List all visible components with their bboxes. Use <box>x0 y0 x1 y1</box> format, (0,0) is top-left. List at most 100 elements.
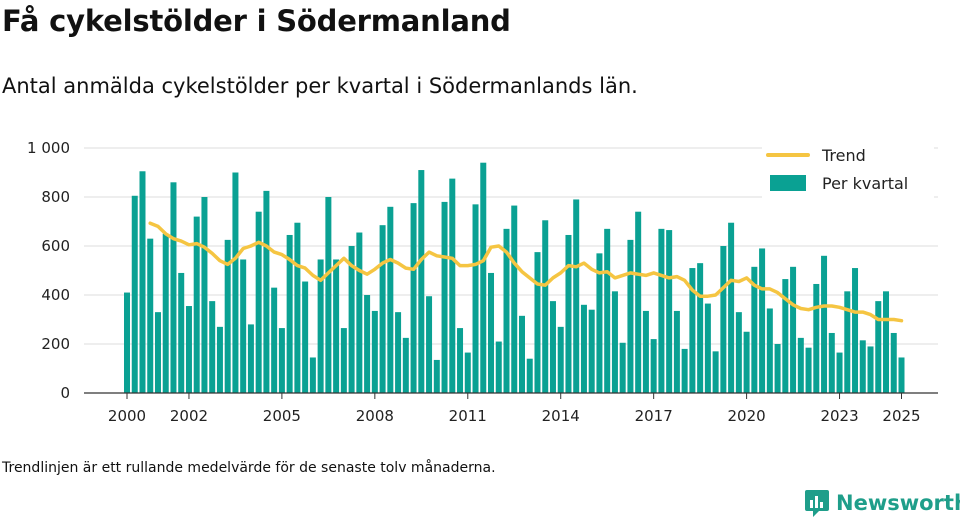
x-tick-label: 2014 <box>542 407 580 425</box>
bar <box>673 310 680 393</box>
bar <box>441 201 448 393</box>
bar <box>449 178 456 393</box>
bar <box>565 234 572 393</box>
bar <box>294 222 301 393</box>
bar <box>472 204 479 393</box>
bar-chart: 0 200 400 600 800 1 000 2000 2002 2005 2008 2011 20… <box>27 139 938 425</box>
y-tick-label: 600 <box>41 237 70 255</box>
bar <box>232 172 239 393</box>
bar <box>774 344 781 393</box>
bar <box>797 337 804 393</box>
bar <box>518 315 525 393</box>
bar <box>240 259 247 393</box>
y-tick-label: 0 <box>60 384 70 402</box>
bar <box>247 324 254 393</box>
bar <box>782 279 789 393</box>
bar <box>704 303 711 393</box>
bar <box>526 358 533 393</box>
bar <box>286 234 293 393</box>
bar <box>348 246 355 393</box>
chart-subtitle: Antal anmälda cykelstölder per kvartal i… <box>2 74 638 98</box>
bar <box>209 301 216 393</box>
footnote: Trendlinjen är ett rullande medelvärde f… <box>2 460 496 476</box>
bar <box>712 351 719 393</box>
bar <box>124 292 130 393</box>
bar <box>542 220 549 393</box>
bar <box>728 222 735 393</box>
bar <box>325 197 332 393</box>
bar <box>751 266 758 393</box>
bar <box>759 248 766 393</box>
bar <box>573 199 580 393</box>
x-tick-label: 2020 <box>728 407 766 425</box>
bar <box>224 239 231 393</box>
bar <box>658 228 665 393</box>
bar <box>488 272 495 393</box>
bar <box>333 259 340 393</box>
x-tick-label: 2000 <box>108 407 146 425</box>
bar <box>371 310 378 393</box>
bar <box>379 225 386 393</box>
bar <box>875 301 882 393</box>
y-tick-label: 1 000 <box>27 139 70 157</box>
bar <box>852 268 859 393</box>
bar <box>604 228 611 393</box>
axes: 0 200 400 600 800 1 000 2000 2002 2005 2008 2011 20… <box>27 139 938 425</box>
bar <box>154 312 161 393</box>
legend-trend-label: Trend <box>821 146 866 165</box>
bar <box>890 332 897 393</box>
x-tick-label: 2005 <box>263 407 301 425</box>
bar <box>131 195 138 393</box>
bar <box>271 287 278 393</box>
x-tick-label: 2002 <box>170 407 208 425</box>
bar <box>805 347 812 393</box>
bar <box>790 266 797 393</box>
bar <box>580 304 587 393</box>
bar <box>278 328 285 393</box>
bar <box>402 337 409 393</box>
bar <box>426 296 433 393</box>
bar <box>410 203 417 393</box>
bar <box>642 310 649 393</box>
bar <box>185 306 192 393</box>
bar <box>844 291 851 393</box>
bar <box>193 216 200 393</box>
bar <box>170 182 177 393</box>
bar <box>356 232 363 393</box>
x-tick-label: 2023 <box>820 407 858 425</box>
bar <box>495 341 502 393</box>
bar <box>433 359 440 393</box>
legend-bar-label: Per kvartal <box>822 174 908 193</box>
bar <box>743 331 750 393</box>
x-tick-label: 2017 <box>635 407 673 425</box>
bar <box>317 259 324 393</box>
bar <box>387 206 394 393</box>
bar <box>813 283 820 393</box>
bar <box>557 326 564 393</box>
bar <box>139 171 146 393</box>
legend: Trend Per kvartal <box>762 141 934 199</box>
x-tick-label: 2011 <box>449 407 487 425</box>
bar <box>464 352 471 393</box>
bar <box>596 253 603 393</box>
bar <box>867 346 874 393</box>
bar <box>147 238 154 393</box>
bar <box>216 326 223 393</box>
brand-logo: Newsworthy <box>804 488 960 518</box>
y-tick-label: 800 <box>41 188 70 206</box>
bar <box>611 291 618 393</box>
bar <box>720 246 727 393</box>
trend-line-group <box>148 221 904 323</box>
bar <box>689 268 696 393</box>
bar <box>201 197 208 393</box>
bar <box>340 328 347 393</box>
bar <box>635 211 642 393</box>
chart-title: Få cykelstölder i Södermanland <box>2 4 511 38</box>
bar <box>821 255 828 393</box>
y-tick-label: 200 <box>41 335 70 353</box>
bar <box>650 339 657 393</box>
bar <box>898 357 905 393</box>
bar <box>588 309 595 393</box>
bar <box>511 205 518 393</box>
brand-name: Newsworthy <box>836 491 960 515</box>
